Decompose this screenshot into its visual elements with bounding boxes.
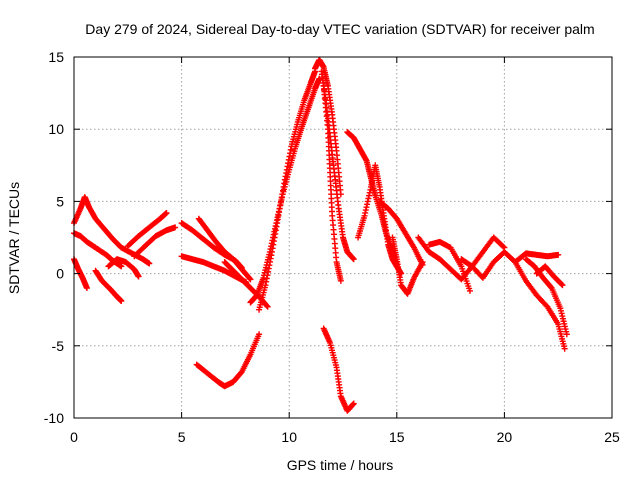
series-track-25 <box>458 248 562 281</box>
data-point <box>172 224 179 231</box>
y-tick-label: 0 <box>56 266 64 282</box>
series-track-24 <box>426 238 473 294</box>
series-track-27 <box>522 256 570 338</box>
data-points <box>71 56 570 414</box>
data-point <box>350 400 357 407</box>
data-point <box>263 302 270 309</box>
data-point <box>563 331 570 338</box>
x-tick-label: 25 <box>604 429 620 445</box>
data-point <box>247 276 254 283</box>
axis-ticks: 0 5 10 15 20 25 -10 -5 0 5 10 15 <box>44 49 620 445</box>
series-track-12 <box>193 331 263 390</box>
x-tick-label: 10 <box>281 429 297 445</box>
y-tick-label: 5 <box>56 193 64 209</box>
data-point <box>83 285 90 292</box>
y-tick-label: -5 <box>52 338 65 354</box>
series-track-13 <box>256 68 319 313</box>
data-point <box>118 298 125 305</box>
data-point <box>316 75 323 82</box>
x-axis-label: GPS time / hours <box>287 457 394 473</box>
data-point <box>246 275 253 282</box>
plot-frame <box>73 56 613 419</box>
series-track-23 <box>415 234 508 283</box>
data-point <box>146 260 153 267</box>
series-track-14 <box>247 75 323 306</box>
series-track-9 <box>195 215 254 283</box>
data-point <box>500 243 507 250</box>
data-point <box>561 345 568 352</box>
data-point <box>256 331 263 338</box>
series-track-26 <box>512 259 568 352</box>
series-track-17 <box>320 82 344 284</box>
y-axis-label: SDTVAR / TECUs <box>6 182 22 294</box>
y-tick-label: 10 <box>48 121 64 137</box>
series-track-2 <box>71 230 125 270</box>
series-track-5 <box>105 256 142 280</box>
data-point <box>264 303 271 310</box>
data-point <box>466 287 473 294</box>
series-track-7 <box>131 224 179 260</box>
x-tick-label: 20 <box>497 429 513 445</box>
series-track-16 <box>318 68 357 263</box>
y-tick-label: -10 <box>44 410 64 426</box>
series-track-4 <box>92 267 125 305</box>
series-track-6 <box>124 209 170 250</box>
series-track-3 <box>71 256 90 292</box>
series-track-1 <box>71 194 153 267</box>
data-point <box>163 209 170 216</box>
y-tick-label: 15 <box>48 49 64 65</box>
series-track-18 <box>320 325 357 414</box>
series-track-22 <box>389 234 426 297</box>
data-point <box>419 259 426 266</box>
data-point <box>350 256 357 263</box>
chart-title: Day 279 of 2024, Sidereal Day-to-day VTE… <box>85 21 594 37</box>
series-track-10 <box>178 253 250 286</box>
data-point <box>547 284 554 291</box>
data-point <box>118 263 125 270</box>
x-tick-label: 0 <box>70 429 78 445</box>
series-track-28 <box>533 263 566 289</box>
x-tick-label: 5 <box>178 429 186 445</box>
series-track-21 <box>376 198 426 268</box>
data-point <box>135 273 142 280</box>
data-point <box>558 281 565 288</box>
data-point <box>555 251 562 258</box>
data-point <box>559 282 566 289</box>
x-tick-label: 15 <box>389 429 405 445</box>
data-point <box>337 277 344 284</box>
